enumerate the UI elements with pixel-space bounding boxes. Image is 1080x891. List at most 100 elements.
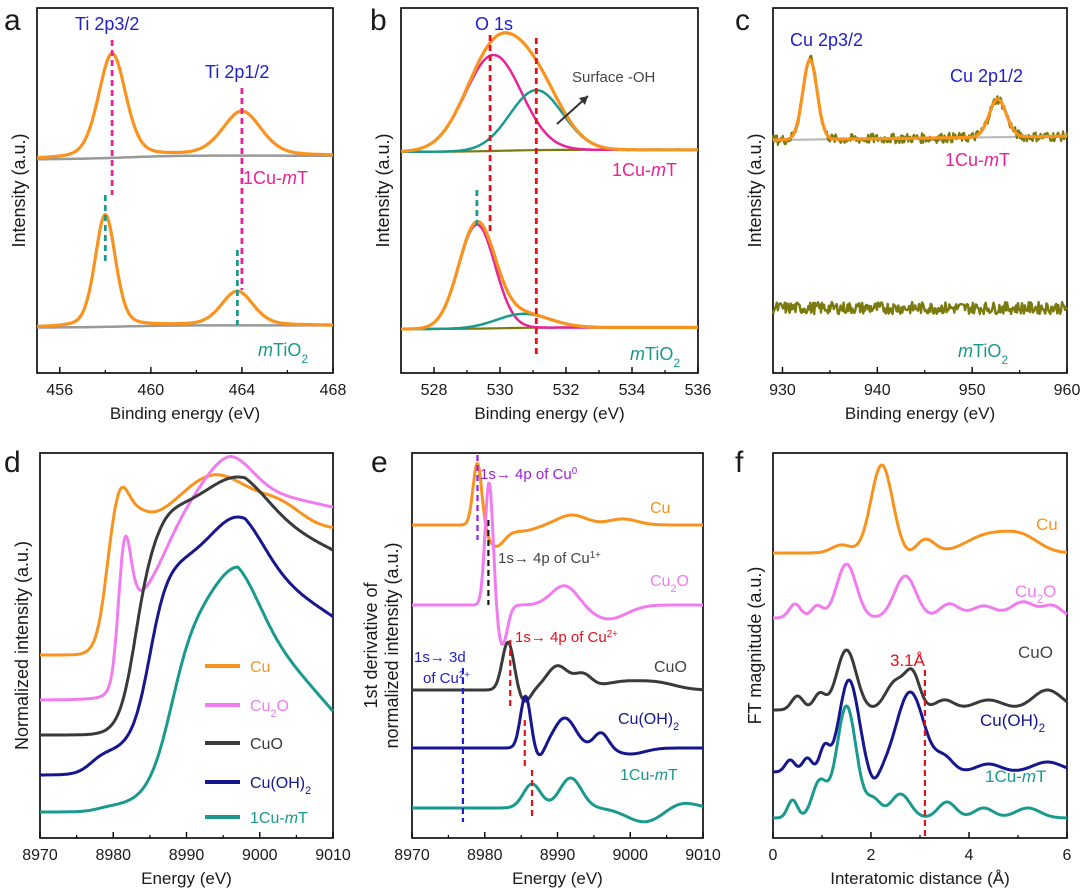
sample-label-1cu-mt: 1Cu-mT (945, 150, 1010, 170)
background-line-mtio2 (36, 324, 334, 329)
xanes-curve-cuoh2 (39, 515, 334, 777)
annotation-cu1: 1s→ 4p of Cu1+ (498, 550, 601, 568)
ft-curve-1cu-mt (772, 704, 1068, 820)
panel-d: 8970 8980 8990 9000 9010 Energy (eV) Normalize… (4, 446, 351, 888)
x-tick-label: 9000 (612, 847, 648, 864)
series-label-1cu-mt: 1Cu-mT (985, 767, 1046, 786)
x-tick-label: 0 (769, 847, 778, 864)
series-label-cu: Cu (1036, 515, 1058, 534)
y-axis-label: Normalized intensity (a.u.) (12, 541, 32, 750)
fit-curve-1cu-mt (36, 51, 334, 160)
ft-curve-cu (772, 463, 1068, 555)
y-axis-label: Intensity (a.u.) (373, 133, 393, 247)
x-axis-label: Binding energy (eV) (110, 404, 260, 423)
legend-label: Cu (250, 659, 270, 676)
peak-label-cu2p32: Cu 2p3/2 (790, 30, 863, 50)
plot-frame (36, 7, 334, 374)
component-oh-1cu (400, 88, 699, 154)
panel-a: 456 460 464 468 Binding energy (eV) Intensity… (4, 4, 346, 423)
y-axis-label: 1st derivative of (361, 581, 381, 708)
peak-label-ti2p12: Ti 2p1/2 (205, 62, 269, 82)
x-tick-label: 950 (959, 382, 986, 399)
x-tick-label: 9010 (315, 847, 351, 864)
derivative-curve-cu (411, 462, 704, 548)
peak-label-o1s: O 1s (475, 14, 513, 34)
series-label-cuoh2: Cu(OH)2 (618, 711, 679, 733)
series-label-cu2o: Cu2O (650, 573, 689, 595)
derivative-curve-1cu-mt (411, 776, 704, 824)
annotation-cu2-3d-line1: 1s→ 3d (414, 649, 466, 666)
panel-letter-f: f (735, 446, 744, 479)
ft-curve-cuoh2 (772, 678, 1068, 780)
series-label-cuo: CuO (654, 659, 687, 676)
x-tick-label: 8980 (467, 847, 503, 864)
x-tick-label: 460 (137, 382, 164, 399)
x-axis-label: Binding energy (eV) (845, 404, 995, 423)
x-tick-label: 532 (553, 382, 580, 399)
x-axis-label: Binding energy (eV) (474, 404, 624, 423)
series-label-cuoh2: Cu(OH)2 (980, 711, 1045, 735)
x-tick-label: 8970 (22, 847, 58, 864)
x-tick-label: 468 (320, 382, 347, 399)
x-tick-label: 2 (867, 847, 876, 864)
x-tick-label: 8970 (394, 847, 430, 864)
x-tick-label: 456 (46, 382, 73, 399)
background-line-1cu-mt (36, 154, 334, 161)
peak-label-ti2p32: Ti 2p3/2 (75, 14, 139, 34)
sample-label-mtio2: mTiO2 (630, 344, 680, 370)
peak-label-cu2p12: Cu 2p1/2 (950, 66, 1023, 86)
sample-label-1cu-mt: 1Cu-mT (243, 168, 308, 188)
x-axis-label: Interatomic distance (Å) (830, 869, 1010, 888)
raw-curve-1cu-mt (36, 52, 334, 159)
x-tick-label: 4 (965, 847, 974, 864)
component-lattice-o-mtio2 (400, 223, 699, 331)
x-tick-label: 8980 (95, 847, 131, 864)
derivative-curve-cuoh2 (411, 694, 704, 757)
annotation-cu2-4p: 1s→ 4p of Cu2+ (515, 629, 618, 647)
fit-curve-mtio2 (36, 213, 334, 328)
xanes-curve-1cu-mt (39, 565, 335, 814)
panel-letter-a: a (4, 4, 21, 37)
x-tick-label: 464 (229, 382, 256, 399)
x-tick-label: 9010 (685, 847, 721, 864)
panel-b: 528 530 532 534 536 Binding energy (eV) Intens… (370, 4, 711, 423)
sample-label-1cu-mt: 1Cu-mT (612, 160, 677, 180)
panel-e: 8970 8980 8990 9000 9010 Energy (eV) 1st deriv… (361, 446, 721, 888)
series-label-cu2o: Cu2O (1015, 582, 1056, 606)
sample-label-mtio2: mTiO2 (958, 341, 1008, 367)
series-label-1cu-mt: 1Cu-mT (620, 767, 678, 784)
panel-f: 0 2 4 6 Interatomic distance (Å) FT magnitude… (735, 446, 1072, 888)
plot-frame (400, 7, 699, 374)
raw-curve-mtio2 (771, 300, 1069, 316)
y-axis-label: Intensity (a.u.) (745, 133, 765, 247)
x-tick-label: 534 (619, 382, 646, 399)
x-axis-label: Energy (eV) (512, 869, 603, 888)
annotation-cu0: 1s→ 4p of Cu0 (480, 466, 578, 484)
legend-label: 1Cu-mT (250, 810, 308, 827)
raw-curve-mtio2 (36, 214, 334, 328)
raw-curve-mtio2 (400, 221, 699, 331)
derivative-curve-cuo (411, 640, 704, 703)
annotation-cu2-3d-line2: of Cu2+ (423, 670, 470, 688)
x-tick-label: 9000 (242, 847, 278, 864)
x-tick-label: 528 (421, 382, 448, 399)
fit-curve-mtio2 (400, 219, 699, 331)
x-tick-label: 960 (1054, 382, 1080, 399)
panel-letter-e: e (371, 446, 388, 479)
panel-c: 930 940 950 960 Binding energy (eV) Intensity… (735, 4, 1080, 423)
x-tick-label: 930 (769, 382, 796, 399)
legend-label: Cu2O (250, 698, 289, 720)
annotation-3p1: 3.1Å (890, 651, 926, 670)
series-label-cuo: CuO (1018, 643, 1053, 662)
fit-curve-1cu-mt (772, 58, 1068, 142)
ft-curve-cuo (772, 648, 1068, 712)
x-tick-label: 536 (685, 382, 712, 399)
derivative-curve-cu2o (411, 481, 704, 646)
x-tick-label: 8990 (540, 847, 576, 864)
xanes-curve-cuo (39, 475, 334, 737)
raw-curve-1cu-mt (400, 31, 699, 153)
panel-letter-d: d (4, 446, 21, 479)
y-axis-label: Intensity (a.u.) (9, 133, 29, 247)
legend-label: CuO (250, 736, 283, 753)
